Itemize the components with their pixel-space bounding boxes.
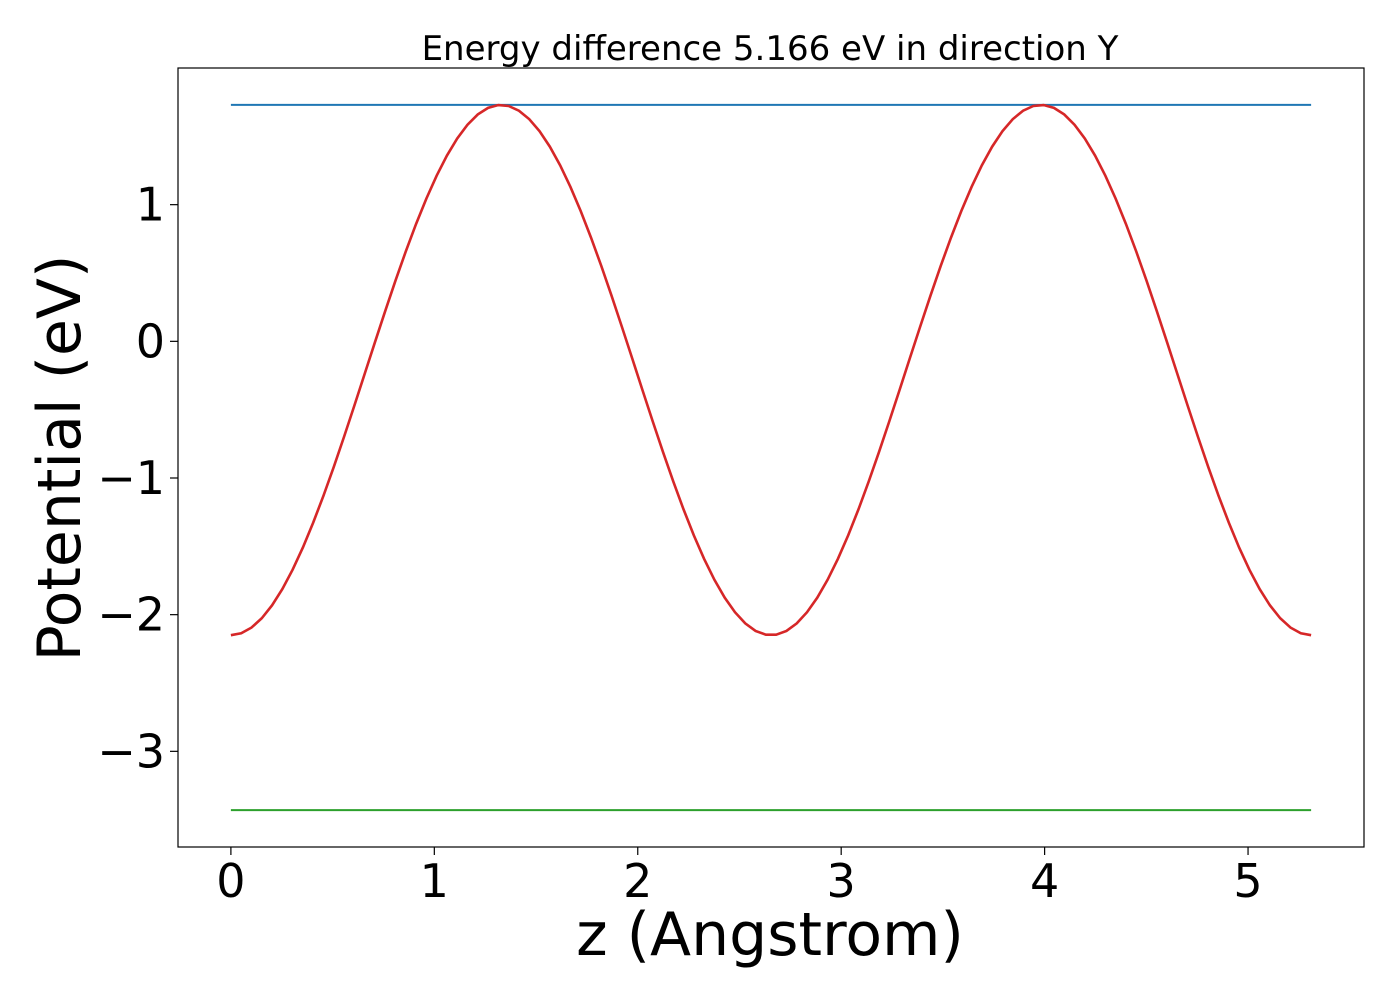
x-tick-label: 0 <box>216 854 245 908</box>
y-axis-label: Potential (eV) <box>25 255 95 662</box>
x-tick-label: 1 <box>420 854 449 908</box>
x-axis-label: z (Angstrom) <box>576 900 964 970</box>
x-tick-label: 2 <box>623 854 652 908</box>
y-axis-ticks: −3 −2 −1 0 1 <box>97 178 178 778</box>
y-tick-label: −3 <box>97 724 165 778</box>
series-line-2 <box>230 103 1312 637</box>
y-tick-label: 1 <box>136 178 165 232</box>
y-tick-label: −2 <box>97 588 165 642</box>
x-axis-ticks: 0 1 2 3 4 5 <box>216 847 1263 908</box>
plot-area <box>177 67 1365 848</box>
chart-title: Energy difference 5.166 eV in direction … <box>422 29 1119 69</box>
y-tick-label: 0 <box>136 314 165 368</box>
plot-frame <box>177 67 1365 848</box>
x-tick-label: 5 <box>1233 854 1262 908</box>
x-tick-label: 3 <box>827 854 856 908</box>
y-tick-label: −1 <box>97 451 165 505</box>
x-tick-label: 4 <box>1030 854 1059 908</box>
